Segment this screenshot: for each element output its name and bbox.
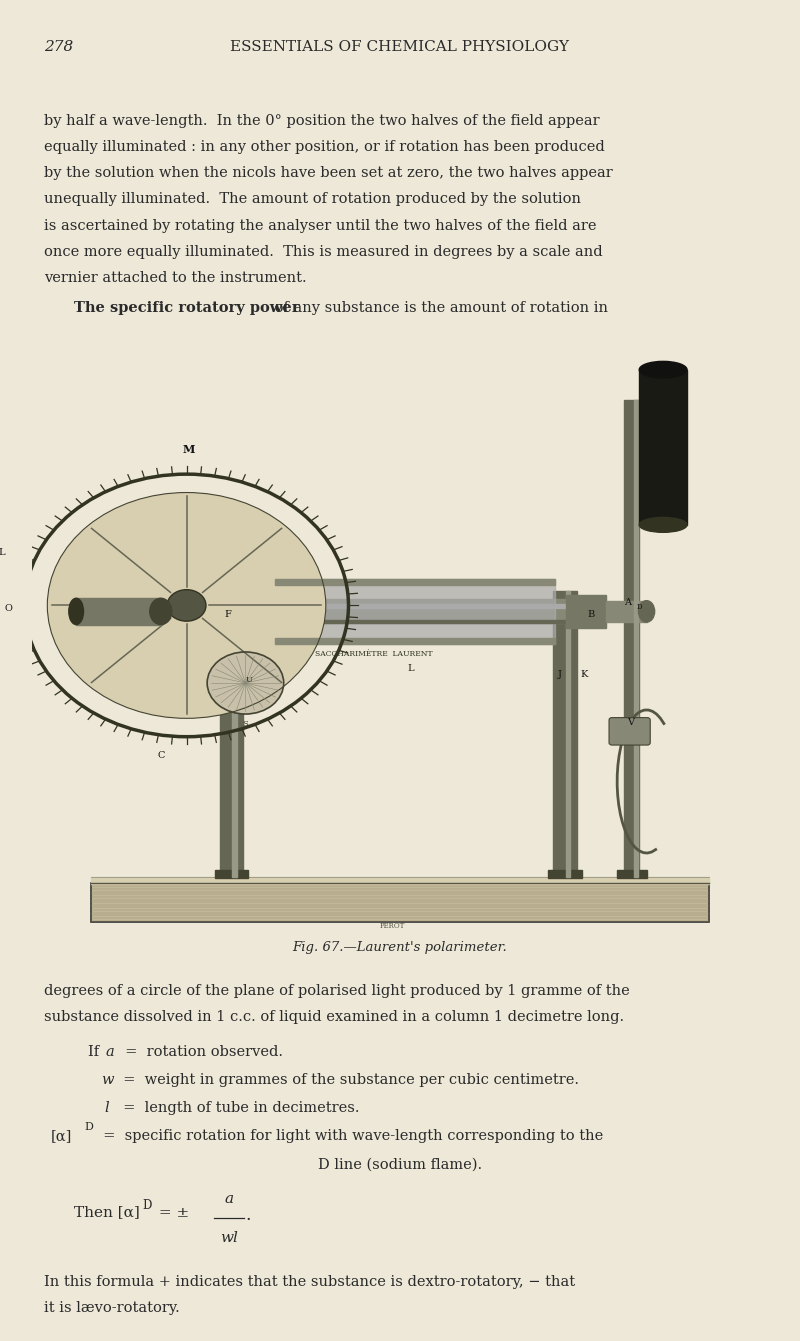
Text: =  specific rotation for light with wave-length corresponding to the: = specific rotation for light with wave-… — [94, 1129, 604, 1143]
Bar — [161, 599, 580, 624]
Bar — [548, 870, 582, 878]
Ellipse shape — [639, 518, 687, 532]
Text: L: L — [0, 547, 6, 557]
Text: D line (sodium flame).: D line (sodium flame). — [318, 1157, 482, 1171]
Circle shape — [47, 492, 326, 719]
Bar — [634, 400, 638, 877]
Bar — [91, 877, 709, 884]
Text: C: C — [157, 751, 165, 759]
Bar — [220, 675, 243, 877]
Text: w: w — [101, 1073, 114, 1086]
Bar — [566, 590, 570, 877]
Text: D: D — [142, 1199, 152, 1212]
Text: once more equally illuminated.  This is measured in degrees by a scale and: once more equally illuminated. This is m… — [44, 244, 602, 259]
Text: [α]: [α] — [50, 1129, 72, 1143]
Bar — [232, 675, 237, 877]
Bar — [214, 870, 248, 878]
Text: If: If — [88, 1045, 104, 1058]
Text: l: l — [104, 1101, 109, 1114]
Text: unequally illuminated.  The amount of rotation produced by the solution: unequally illuminated. The amount of rot… — [44, 192, 581, 207]
Text: wl: wl — [220, 1231, 238, 1244]
Ellipse shape — [639, 361, 687, 378]
Text: L: L — [407, 664, 414, 673]
FancyBboxPatch shape — [609, 717, 650, 746]
FancyBboxPatch shape — [91, 882, 709, 921]
Text: D: D — [637, 603, 642, 611]
Text: .: . — [246, 1207, 251, 1224]
Bar — [606, 601, 646, 622]
Text: M: M — [183, 444, 195, 455]
Text: vernier attached to the instrument.: vernier attached to the instrument. — [44, 271, 306, 284]
Text: The specific rotatory power: The specific rotatory power — [74, 300, 300, 315]
Bar — [566, 594, 606, 628]
Bar — [625, 400, 639, 877]
Bar — [275, 578, 554, 585]
Text: K: K — [580, 670, 588, 679]
Text: is ascertained by rotating the analyser until the two halves of the field are: is ascertained by rotating the analyser … — [44, 219, 597, 232]
Text: degrees of a circle of the plane of polarised light produced by 1 gramme of the: degrees of a circle of the plane of pola… — [44, 984, 630, 998]
Text: SACCHARIMÈTRE  LAURENT: SACCHARIMÈTRE LAURENT — [315, 650, 433, 658]
Bar — [76, 598, 161, 625]
Text: 278: 278 — [44, 40, 74, 54]
Text: substance dissolved in 1 c.c. of liquid examined in a column 1 decimetre long.: substance dissolved in 1 c.c. of liquid … — [44, 1010, 624, 1025]
Circle shape — [167, 590, 206, 621]
Bar — [553, 590, 577, 877]
Text: equally illuminated : in any other position, or if rotation has been produced: equally illuminated : in any other posit… — [44, 141, 605, 154]
Text: D: D — [84, 1122, 93, 1132]
Text: B: B — [588, 610, 595, 620]
Text: J: J — [558, 670, 562, 679]
Text: = ±: = ± — [154, 1206, 194, 1219]
Circle shape — [207, 652, 284, 713]
Text: by the solution when the nicols have been set at zero, the two halves appear: by the solution when the nicols have bee… — [44, 166, 613, 180]
Text: a: a — [224, 1192, 234, 1206]
Ellipse shape — [69, 598, 83, 625]
Text: Then [α]: Then [α] — [74, 1206, 140, 1219]
Text: PÉROT: PÉROT — [380, 921, 406, 929]
Text: Fig. 67.—Laurent's polarimeter.: Fig. 67.—Laurent's polarimeter. — [293, 941, 507, 955]
Bar — [161, 620, 580, 624]
Text: O: O — [4, 605, 12, 613]
Text: S: S — [242, 720, 248, 728]
Text: ESSENTIALS OF CHEMICAL PHYSIOLOGY: ESSENTIALS OF CHEMICAL PHYSIOLOGY — [230, 40, 570, 54]
Text: F: F — [225, 610, 232, 620]
Text: of any substance is the amount of rotation in: of any substance is the amount of rotati… — [270, 300, 608, 315]
Ellipse shape — [150, 598, 172, 625]
Bar — [639, 370, 687, 524]
Bar — [275, 638, 554, 644]
Bar — [275, 578, 554, 644]
Bar — [617, 870, 646, 878]
Text: V: V — [626, 717, 634, 727]
Text: =  weight in grammes of the substance per cubic centimetre.: = weight in grammes of the substance per… — [114, 1073, 578, 1086]
Bar — [161, 603, 580, 609]
Text: it is lævo-rotatory.: it is lævo-rotatory. — [44, 1301, 180, 1316]
Text: =  rotation observed.: = rotation observed. — [116, 1045, 283, 1058]
Text: =  length of tube in decimetres.: = length of tube in decimetres. — [114, 1101, 359, 1114]
Text: a: a — [106, 1045, 114, 1058]
Text: In this formula + indicates that the substance is dextro-rotatory, − that: In this formula + indicates that the sub… — [44, 1275, 575, 1289]
Text: A: A — [625, 598, 631, 607]
Text: by half a wave-length.  In the 0° position the two halves of the field appear: by half a wave-length. In the 0° positio… — [44, 114, 600, 127]
Ellipse shape — [638, 601, 654, 622]
Text: U: U — [246, 676, 253, 684]
